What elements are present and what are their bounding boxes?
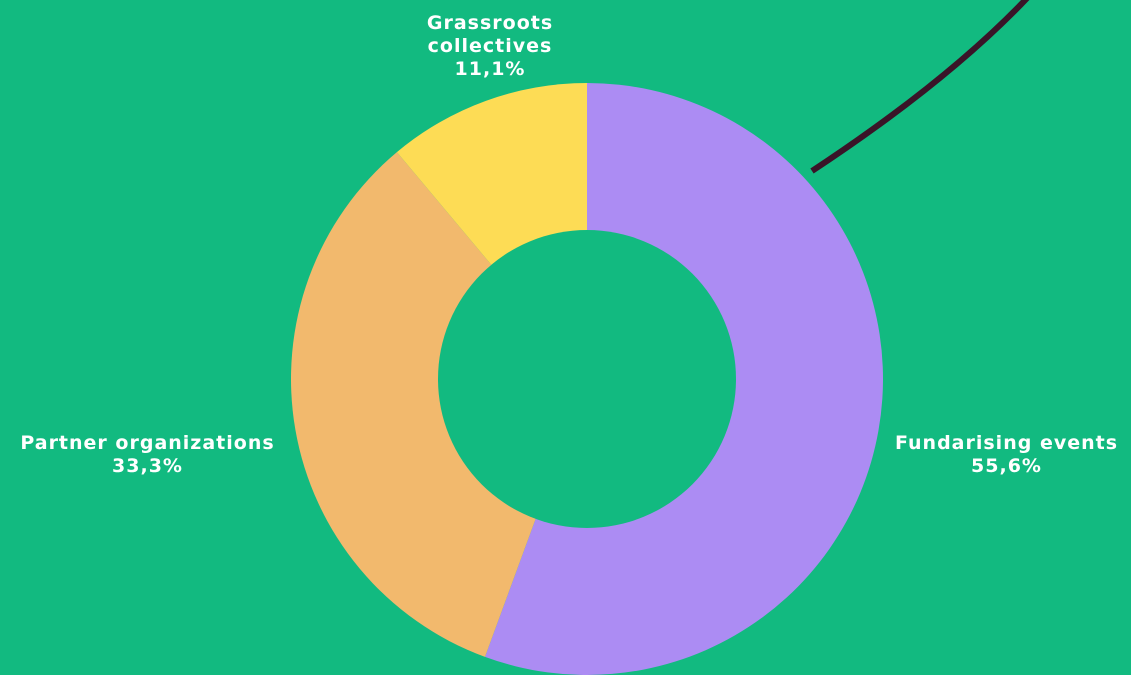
partner-label: Partner organizations bbox=[20, 432, 275, 454]
pie-slice-1 bbox=[291, 152, 587, 657]
grassroots-label-line1: Grassroots bbox=[426, 12, 554, 34]
grassroots-percent: 11,1% bbox=[454, 58, 526, 80]
fundraising-label: Fundarising events bbox=[894, 432, 1119, 454]
partner-percent: 33,3% bbox=[112, 455, 183, 477]
grassroots-label-line2: collectives bbox=[427, 35, 553, 57]
fundraising-percent: 55,6% bbox=[971, 455, 1042, 477]
slice-label-fundraising: Fundarising events 55,6% bbox=[884, 432, 1129, 478]
decorative-line bbox=[810, 0, 1030, 174]
donut-hole bbox=[438, 230, 736, 528]
slice-label-grassroots: Grassroots collectives 11,1% bbox=[380, 12, 600, 81]
slice-label-partner: Partner organizations 33,3% bbox=[0, 432, 295, 478]
